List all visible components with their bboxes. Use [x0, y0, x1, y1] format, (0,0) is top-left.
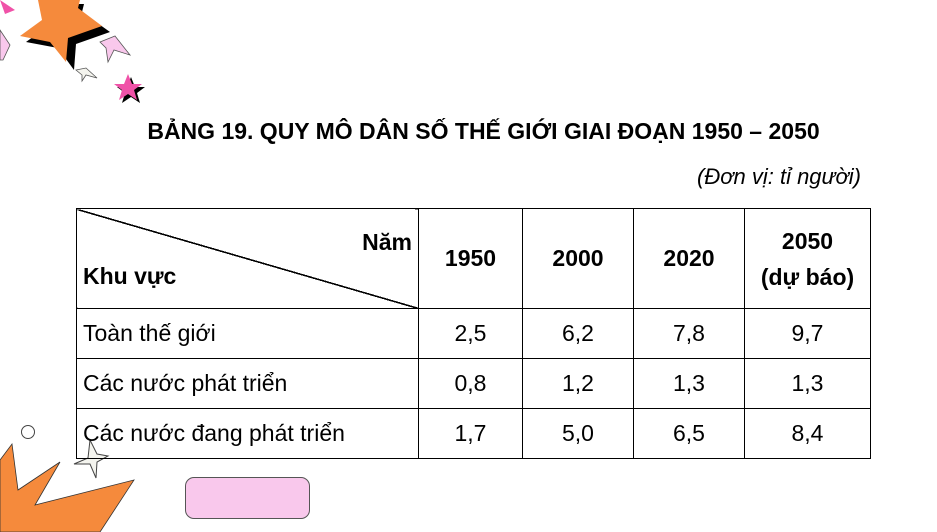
- corner-cell: Năm Khu vực: [76, 208, 419, 309]
- pink-label-box: [185, 477, 310, 519]
- year-header-forecast: 2050 (dự báo): [744, 208, 871, 309]
- value-cell: 5,0: [522, 408, 634, 459]
- region-header-label: Khu vực: [83, 263, 177, 289]
- value-cell: 1,3: [633, 358, 745, 409]
- table-row: Các nước đang phát triển 1,7 5,0 6,5 8,4: [76, 408, 871, 459]
- value-cell: 6,5: [633, 408, 745, 459]
- year-header: 2020: [633, 208, 745, 309]
- region-cell: Các nước phát triển: [76, 358, 419, 409]
- star-decoration-top: [0, 0, 145, 103]
- year-label: 2050: [781, 227, 834, 254]
- table-header-row: Năm Khu vực 1950 2000 2020 2050 (dự báo): [76, 208, 871, 309]
- year-header: 1950: [418, 208, 523, 309]
- value-cell: 8,4: [744, 408, 871, 459]
- value-cell: 9,7: [744, 308, 871, 359]
- region-cell: Toàn thế giới: [76, 308, 419, 359]
- forecast-label: (dự báo): [760, 263, 855, 290]
- value-cell: 7,8: [633, 308, 745, 359]
- value-cell: 1,2: [522, 358, 634, 409]
- unit-note: (Đơn vị: tỉ người): [696, 164, 861, 189]
- year-header: 2000: [522, 208, 634, 309]
- value-cell: 1,3: [744, 358, 871, 409]
- table-row: Các nước phát triển 0,8 1,2 1,3 1,3: [76, 358, 871, 409]
- page-title: BẢNG 19. QUY MÔ DÂN SỐ THẾ GIỚI GIAI ĐOẠ…: [147, 118, 820, 144]
- year-header-label: Năm: [362, 229, 412, 255]
- population-table: Năm Khu vực 1950 2000 2020 2050 (dự báo)…: [76, 208, 871, 459]
- table-row: Toàn thế giới 2,5 6,2 7,8 9,7: [76, 308, 871, 359]
- circle-decoration: [21, 425, 35, 439]
- value-cell: 0,8: [418, 358, 523, 409]
- value-cell: 1,7: [418, 408, 523, 459]
- region-cell: Các nước đang phát triển: [76, 408, 419, 459]
- value-cell: 2,5: [418, 308, 523, 359]
- value-cell: 6,2: [522, 308, 634, 359]
